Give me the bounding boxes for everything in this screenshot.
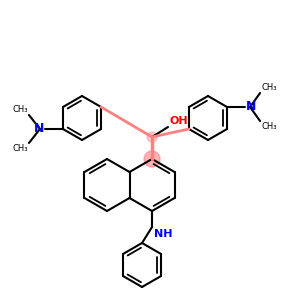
Circle shape bbox=[144, 151, 160, 167]
Text: CH₃: CH₃ bbox=[261, 83, 277, 92]
Text: CH₃: CH₃ bbox=[12, 105, 28, 114]
Text: OH: OH bbox=[169, 116, 188, 126]
Text: CH₃: CH₃ bbox=[12, 144, 28, 153]
Circle shape bbox=[147, 132, 157, 142]
Text: N: N bbox=[246, 100, 256, 113]
Text: N: N bbox=[34, 122, 44, 136]
Text: NH: NH bbox=[154, 229, 172, 239]
Text: CH₃: CH₃ bbox=[261, 122, 277, 131]
